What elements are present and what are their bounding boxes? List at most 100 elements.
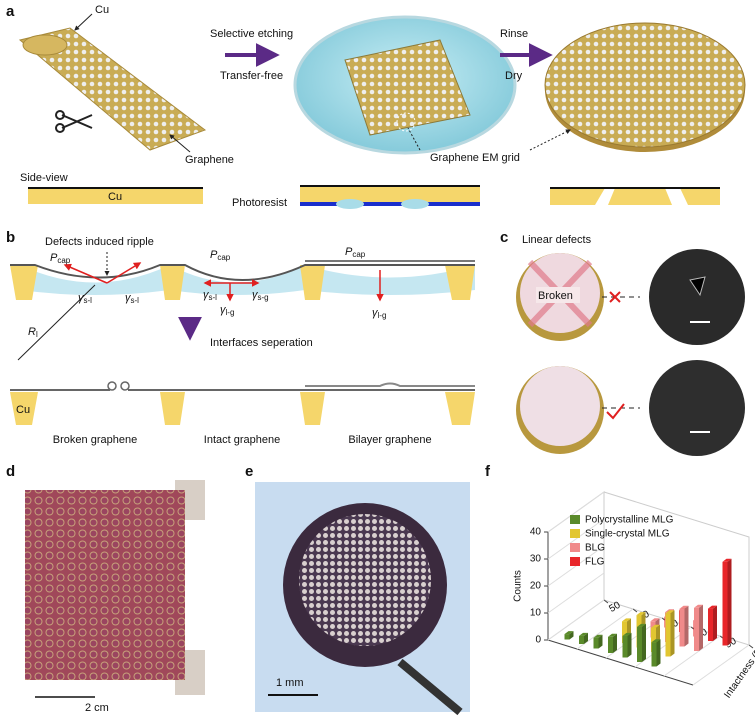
y-axis-label: Counts bbox=[513, 570, 524, 602]
em-grid bbox=[544, 22, 746, 148]
step-label: Dry bbox=[505, 70, 523, 82]
bar bbox=[608, 633, 617, 653]
x-axis-label: Intactness (%) bbox=[722, 642, 755, 701]
bar bbox=[579, 632, 588, 644]
tweezers bbox=[397, 658, 463, 716]
bar bbox=[593, 634, 603, 649]
tick-mark bbox=[748, 644, 754, 649]
symbol-label: Rl bbox=[28, 326, 38, 339]
label: Graphene EM grid bbox=[430, 152, 520, 164]
cu-foil bbox=[18, 27, 207, 151]
symbol: γ bbox=[203, 289, 210, 301]
bar-side bbox=[656, 639, 661, 667]
bar-top bbox=[679, 605, 689, 609]
label: Broken graphene bbox=[53, 434, 137, 446]
grid-sheet-photo bbox=[25, 490, 185, 680]
subscript: s-l bbox=[131, 296, 140, 305]
symbol-label: γs-l bbox=[78, 292, 92, 305]
bar-side bbox=[670, 610, 675, 657]
label-bg bbox=[536, 287, 580, 303]
y-tick-label: 0 bbox=[535, 635, 541, 646]
grid-line bbox=[692, 644, 750, 686]
subscript: l-g bbox=[226, 308, 235, 317]
bar-side bbox=[699, 604, 703, 651]
legend-swatch bbox=[570, 529, 580, 538]
scissors bbox=[55, 123, 65, 133]
symbol-label: Pcap bbox=[210, 249, 231, 262]
grid-support bbox=[10, 392, 475, 425]
label: Cu bbox=[16, 404, 30, 416]
legend-label: Single-crystal MLG bbox=[585, 529, 670, 540]
bar-front bbox=[579, 635, 584, 644]
symbol: P bbox=[50, 252, 58, 264]
bar-front bbox=[651, 627, 656, 652]
symbol: P bbox=[345, 246, 353, 258]
pointer bbox=[74, 13, 93, 31]
panel-label: e bbox=[245, 463, 253, 480]
step-label: Transfer-free bbox=[220, 70, 283, 82]
label: Linear defects bbox=[522, 234, 592, 246]
bar bbox=[694, 604, 703, 651]
back-wall bbox=[603, 491, 750, 646]
bar-top bbox=[694, 604, 703, 608]
bar-front bbox=[622, 635, 628, 658]
axis bbox=[547, 639, 694, 686]
label: Photoresist bbox=[232, 197, 287, 209]
highlight bbox=[396, 112, 416, 132]
bar bbox=[564, 631, 574, 640]
bar bbox=[665, 610, 675, 657]
bar-side bbox=[569, 631, 574, 640]
subscript: cap bbox=[352, 250, 365, 259]
legend-swatch bbox=[570, 515, 580, 524]
bar-top bbox=[708, 605, 717, 609]
y-tick-label: 10 bbox=[530, 608, 542, 619]
panel-label: a bbox=[6, 3, 15, 20]
check-mark bbox=[606, 403, 625, 420]
grid-line bbox=[547, 518, 605, 560]
label: Cu bbox=[108, 191, 122, 203]
cu-layer bbox=[28, 188, 203, 204]
subscript: cap bbox=[57, 256, 70, 265]
radius-line bbox=[17, 284, 96, 361]
subscript: s-l bbox=[84, 296, 93, 305]
label: Intact graphene bbox=[204, 434, 280, 446]
bar-top bbox=[665, 610, 675, 614]
bar-front bbox=[593, 637, 599, 649]
bar-top bbox=[651, 624, 660, 628]
scissors bbox=[61, 114, 93, 129]
micrograph bbox=[649, 360, 745, 456]
symbol: γ bbox=[125, 292, 132, 304]
bar-front bbox=[694, 607, 699, 651]
symbol: γ bbox=[252, 289, 259, 301]
membrane bbox=[520, 366, 600, 446]
force bbox=[63, 263, 108, 284]
symbol: γ bbox=[220, 304, 227, 316]
step-label: Selective etching bbox=[210, 28, 293, 40]
panel-c: c Linear defects Broken bbox=[500, 229, 745, 456]
symbol: γ bbox=[78, 292, 85, 304]
subscript: l-g bbox=[378, 311, 387, 320]
grid-line bbox=[663, 635, 721, 677]
curl bbox=[120, 381, 130, 391]
grid-support bbox=[550, 188, 720, 205]
symbol-label: γl-g bbox=[372, 307, 386, 320]
grid-sheet bbox=[344, 39, 471, 136]
panel-label: d bbox=[6, 463, 15, 480]
bar bbox=[679, 605, 689, 647]
legend-label: Polycrystalline MLG bbox=[585, 515, 674, 526]
scale-label: 1 mm bbox=[276, 677, 304, 689]
bar-front bbox=[708, 608, 713, 641]
label: Side-view bbox=[20, 172, 68, 184]
panel-b: b Defects induced ripple Interfaces sepe… bbox=[6, 229, 475, 446]
bar-side bbox=[713, 605, 717, 641]
grid-photo-mesh bbox=[299, 514, 431, 646]
bar-top bbox=[722, 558, 732, 562]
symbol: P bbox=[210, 249, 218, 261]
panel-e: e 1 mm bbox=[245, 463, 470, 716]
panel-label: f bbox=[485, 463, 491, 480]
bar-side bbox=[627, 632, 632, 658]
bar-top bbox=[564, 631, 574, 635]
tick-mark bbox=[603, 599, 609, 604]
symbol-label: Pcap bbox=[50, 252, 71, 265]
